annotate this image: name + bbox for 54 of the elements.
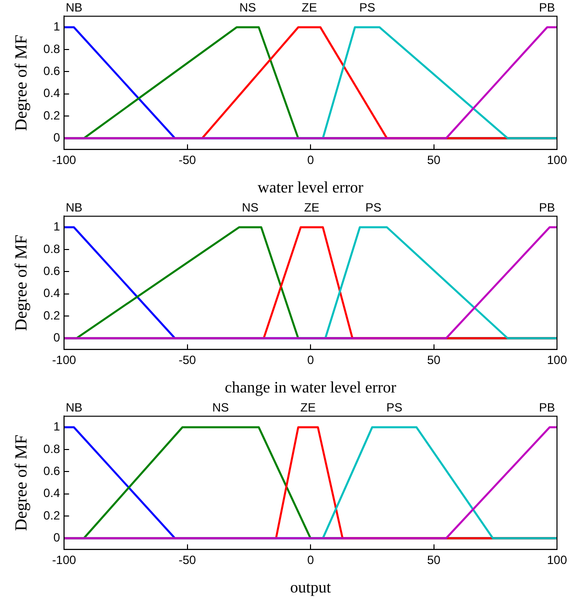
- x-tick-label: -100: [52, 352, 76, 367]
- y-axis-title: Degree of MF: [12, 34, 31, 131]
- series-label: ZE: [302, 0, 317, 15]
- series-label: NS: [212, 400, 229, 415]
- series-label: PS: [359, 0, 376, 15]
- series-label: NB: [66, 200, 82, 215]
- y-tick-label: 0.6: [43, 464, 60, 478]
- x-tick-label: 0: [307, 352, 314, 367]
- y-tick-label: 0.4: [43, 286, 60, 300]
- x-tick-label: 50: [427, 152, 441, 167]
- series-label: NB: [66, 400, 82, 415]
- series-label: ZE: [300, 400, 316, 415]
- x-tick-label: 0: [307, 152, 314, 167]
- x-tick-label: -50: [178, 552, 196, 567]
- x-tick-label: 0: [307, 552, 314, 567]
- y-tick-label: 0.6: [43, 264, 60, 278]
- y-tick-label: 0.8: [43, 442, 60, 456]
- x-axis-title: change in water level error: [224, 380, 397, 397]
- y-tick-label: 0.2: [43, 108, 60, 122]
- y-tick-label: 0: [53, 330, 60, 345]
- y-tick-label: 0.2: [43, 308, 60, 322]
- x-axis-title: water level error: [258, 180, 364, 197]
- series-label: PB: [538, 200, 555, 215]
- series-label: PB: [538, 0, 555, 15]
- x-tick-label: -100: [52, 152, 76, 167]
- y-tick-label: 0.4: [43, 486, 60, 500]
- y-tick-label: 0.8: [43, 42, 60, 56]
- series-label: NS: [242, 200, 258, 215]
- y-tick-label: 0.6: [43, 64, 60, 78]
- x-tick-label: 50: [427, 552, 441, 567]
- series-label: PS: [386, 400, 402, 415]
- x-tick-label: 50: [427, 352, 441, 367]
- x-tick-label: 100: [546, 552, 568, 567]
- y-tick-label: 1: [53, 420, 60, 434]
- series-label: PS: [365, 200, 382, 215]
- y-tick-label: 0.8: [43, 242, 60, 256]
- y-axis-title: Degree of MF: [12, 434, 31, 531]
- series-label: PB: [538, 400, 555, 415]
- x-tick-label: 100: [546, 152, 568, 167]
- y-tick-label: 0.2: [43, 508, 60, 522]
- x-tick-label: -50: [178, 152, 196, 167]
- series-label: NS: [239, 0, 256, 15]
- y-tick-label: 0: [53, 530, 60, 545]
- y-tick-label: 0: [53, 130, 60, 145]
- x-tick-label: 100: [546, 352, 568, 367]
- y-tick-label: 1: [53, 220, 60, 234]
- x-axis-title: output: [290, 580, 332, 597]
- series-label: NB: [66, 0, 82, 15]
- series-label: ZE: [304, 200, 320, 215]
- y-axis-title: Degree of MF: [12, 234, 31, 331]
- y-tick-label: 1: [53, 20, 60, 34]
- x-tick-label: -50: [178, 352, 196, 367]
- y-tick-label: 0.4: [43, 86, 60, 100]
- x-tick-label: -100: [52, 552, 76, 567]
